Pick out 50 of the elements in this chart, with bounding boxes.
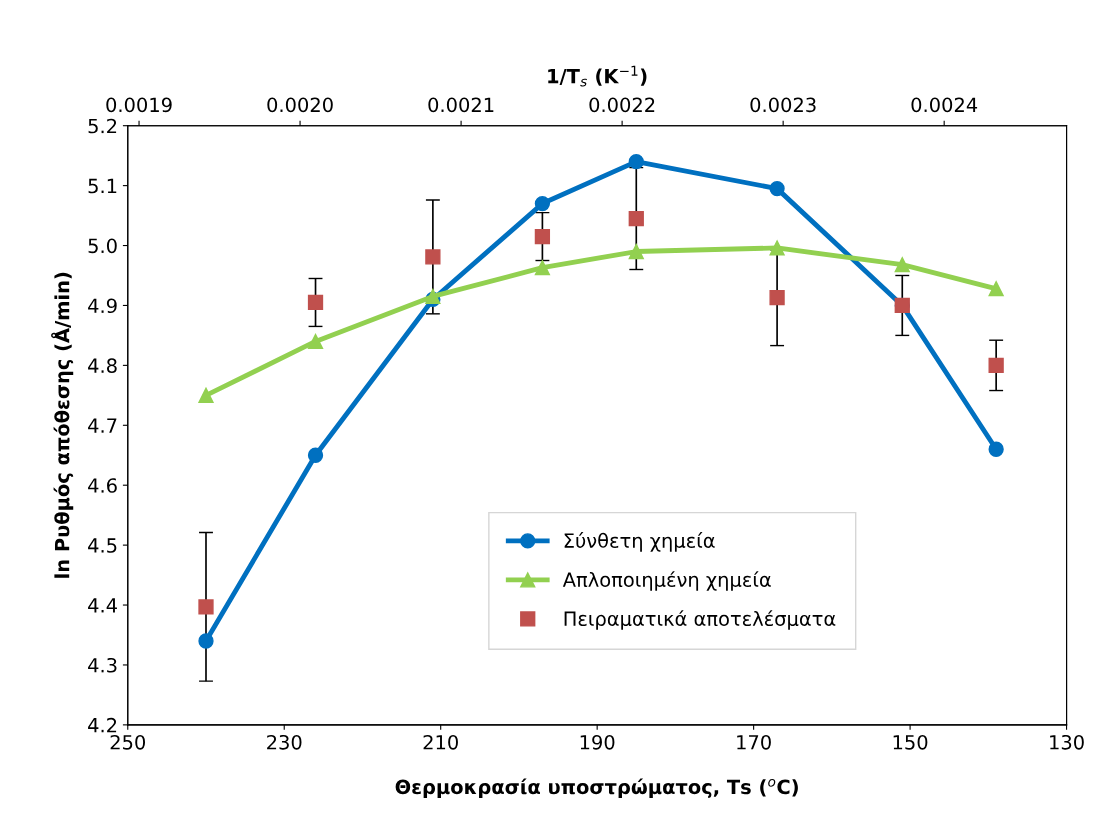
x2-tick-label: 0.0023 [750, 97, 816, 113]
y-tick-label: 4.6 [88, 478, 117, 493]
y-tick-label: 5.0 [88, 238, 117, 254]
y-axis-title: ln Ρυθμός απόθεσης (Å/min) [51, 272, 74, 578]
point [534, 228, 551, 245]
point [894, 257, 910, 273]
point [988, 357, 1004, 374]
y-tick-label: 4.9 [88, 298, 117, 314]
point [769, 240, 785, 256]
point [198, 599, 214, 615]
point [769, 290, 785, 306]
x-tick-label: 230 [267, 734, 302, 750]
legend-label: Σύνθετη χημεία [564, 532, 715, 552]
x2-tick-label: 0.0019 [106, 97, 172, 113]
x-tick-label: 190 [580, 734, 615, 750]
x-axis-title: Θερμοκρασία υποστρώματος, Ts ($^{o}$C) [395, 778, 798, 799]
point [534, 195, 551, 212]
point [425, 249, 441, 265]
point [988, 281, 1004, 297]
point [307, 447, 324, 463]
y-tick-label: 4.3 [88, 657, 117, 673]
point [628, 243, 644, 260]
x-tick-label: 210 [423, 734, 458, 750]
point [534, 260, 551, 276]
legend-label: Πειραματικά αποτελέσματα [564, 610, 836, 630]
point [198, 633, 214, 649]
point [769, 180, 785, 197]
legend-label: Απλοποιημένη χημεία [562, 571, 771, 591]
x2-axis-title: 1/T$_{s}$ (K$^{−1}$) [548, 65, 647, 87]
point [628, 154, 644, 170]
x-tick-label: 250 [110, 734, 146, 750]
x2-tick-label: 0.0021 [428, 97, 494, 113]
x-tick-label: 150 [893, 734, 928, 750]
y-tick-label: 4.8 [88, 358, 117, 374]
y-tick-label: 5.1 [88, 178, 117, 194]
point [988, 441, 1004, 457]
point [307, 333, 324, 350]
y-tick-label: 4.4 [88, 598, 117, 613]
y-tick-label: 4.5 [88, 538, 117, 553]
x2-tick-label: 0.0022 [589, 97, 655, 113]
x2-tick-label: 0.0020 [267, 97, 333, 113]
x-tick-label: 170 [737, 734, 771, 750]
point [198, 387, 214, 403]
point [628, 210, 644, 227]
y-tick-label: 4.7 [88, 418, 117, 433]
x-tick-label: 130 [1050, 734, 1084, 750]
point [307, 294, 324, 311]
y-tick-label: 4.2 [88, 717, 117, 733]
y-tick-label: 5.2 [88, 118, 117, 134]
x2-tick-label: 0.0024 [911, 97, 978, 113]
